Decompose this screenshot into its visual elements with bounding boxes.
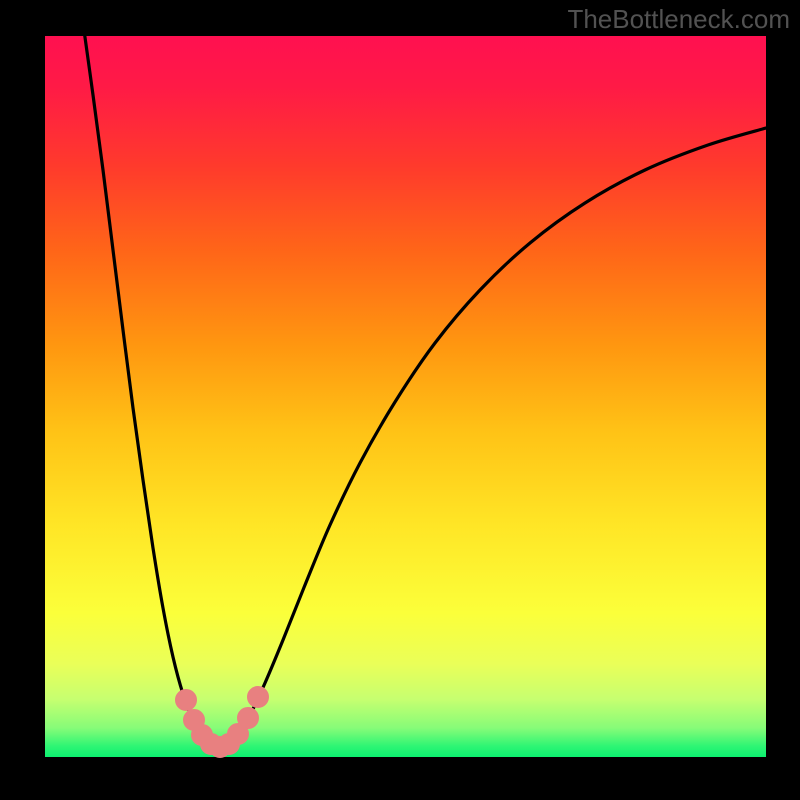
watermark-text: TheBottleneck.com [567,4,790,35]
chart-container: TheBottleneck.com [0,0,800,800]
marker-point [238,708,259,729]
chart-svg [0,0,800,800]
plot-background [45,36,766,757]
marker-point [248,687,269,708]
marker-point [176,690,197,711]
